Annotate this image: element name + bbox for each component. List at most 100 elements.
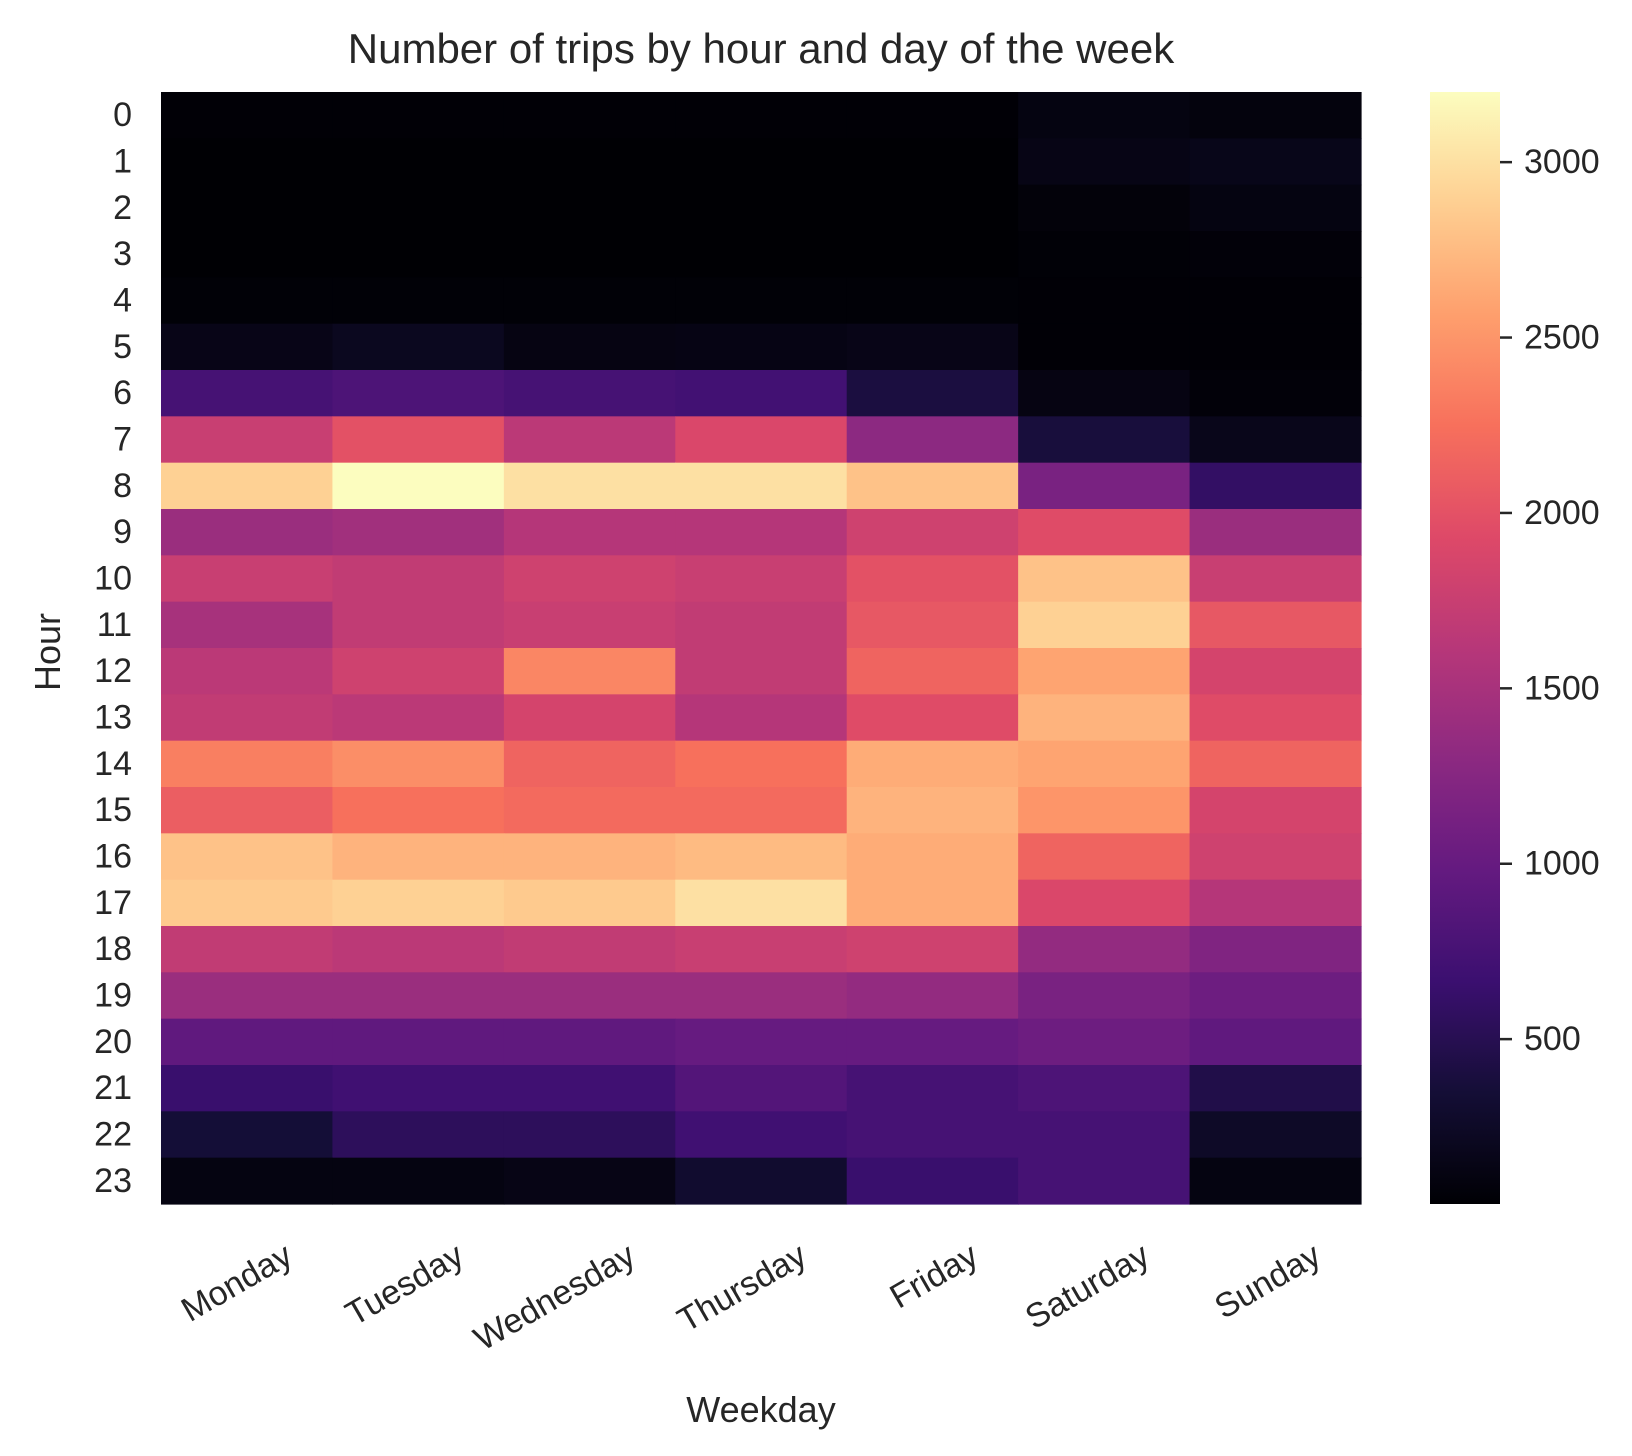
heatmap-cell	[675, 462, 848, 510]
heatmap-cell	[675, 833, 848, 881]
heatmap-cells	[161, 92, 1362, 1205]
heatmap-cell	[1189, 323, 1362, 371]
heatmap-cell	[503, 1018, 676, 1066]
y-tick-label: 23	[94, 1162, 132, 1200]
heatmap-cell	[846, 1018, 1019, 1066]
heatmap-cell	[1018, 370, 1191, 417]
y-tick-label: 10	[94, 560, 132, 598]
heatmap-cell	[846, 184, 1019, 232]
heatmap-cell	[1018, 833, 1191, 881]
heatmap-cell	[1018, 694, 1191, 742]
heatmap-cell	[846, 694, 1019, 742]
heatmap-cell	[675, 926, 848, 973]
heatmap-cell	[1189, 277, 1362, 325]
heatmap-cell	[1018, 879, 1191, 927]
x-tick-label: Sunday	[1208, 1236, 1327, 1327]
heatmap-cell	[1018, 1157, 1191, 1205]
heatmap-cell	[1018, 462, 1191, 510]
y-tick-label: 11	[97, 606, 132, 644]
heatmap-cell	[161, 833, 334, 881]
y-tick-label: 6	[113, 374, 132, 412]
heatmap-cell	[332, 648, 505, 695]
heatmap-cell	[846, 323, 1019, 371]
x-tick-label: Monday	[175, 1236, 299, 1329]
heatmap-cell	[1189, 648, 1362, 695]
heatmap-cell	[1189, 1157, 1362, 1205]
y-tick-label: 9	[113, 513, 132, 551]
heatmap-cell	[846, 601, 1019, 649]
heatmap-cell	[503, 601, 676, 649]
heatmap-cell	[675, 648, 848, 695]
y-tick-label: 5	[113, 328, 132, 366]
heatmap-cell	[161, 1157, 334, 1205]
x-axis-label: Weekday	[686, 1389, 835, 1430]
chart-title: Number of trips by hour and day of the w…	[348, 25, 1175, 72]
heatmap-cell	[675, 509, 848, 556]
heatmap-cell	[332, 138, 505, 186]
heatmap-cell	[503, 555, 676, 603]
y-tick-label: 18	[94, 930, 132, 968]
heatmap-cell	[161, 879, 334, 927]
heatmap-cell	[332, 1065, 505, 1112]
heatmap-cell	[1189, 879, 1362, 927]
heatmap-cell	[675, 1157, 848, 1205]
heatmap-cell	[846, 277, 1019, 325]
heatmap-cell	[846, 92, 1019, 139]
heatmap-cell	[675, 740, 848, 788]
heatmap-cell	[161, 1111, 334, 1159]
heatmap-cell	[675, 184, 848, 232]
heatmap-cell	[675, 601, 848, 649]
heatmap-cell	[332, 1018, 505, 1066]
heatmap-cell	[1018, 601, 1191, 649]
heatmap-cell	[1018, 1111, 1191, 1159]
x-tick-label: Thursday	[671, 1236, 813, 1340]
heatmap-cell	[846, 879, 1019, 927]
heatmap-cell	[332, 972, 505, 1020]
heatmap-cell	[1018, 184, 1191, 232]
heatmap-cell	[503, 370, 676, 417]
heatmap-cell	[503, 972, 676, 1020]
heatmap-cell	[1189, 184, 1362, 232]
y-tick-label: 15	[94, 791, 132, 829]
heatmap-cell	[846, 370, 1019, 417]
heatmap-cell	[332, 601, 505, 649]
heatmap-cell	[161, 740, 334, 788]
colorbar-tick-label: 2500	[1524, 319, 1600, 357]
y-tick-label: 14	[94, 745, 132, 783]
heatmap-cell	[1189, 787, 1362, 834]
y-tick-label: 1	[113, 143, 132, 181]
heatmap-cell	[332, 323, 505, 371]
heatmap-cell	[161, 926, 334, 973]
heatmap-cell	[332, 277, 505, 325]
heatmap-cell	[1189, 555, 1362, 603]
heatmap-cell	[503, 879, 676, 927]
heatmap-cell	[1189, 92, 1362, 139]
heatmap-cell	[1018, 1018, 1191, 1066]
heatmap-cell	[1018, 787, 1191, 834]
heatmap-cell	[161, 972, 334, 1020]
heatmap-cell	[1018, 323, 1191, 371]
heatmap-cell	[1018, 555, 1191, 603]
heatmap-cell	[1189, 972, 1362, 1020]
heatmap-cell	[1189, 1111, 1362, 1159]
x-tick-label: Saturday	[1019, 1236, 1156, 1337]
heatmap-cell	[161, 462, 334, 510]
heatmap-cell	[332, 231, 505, 278]
heatmap-cell	[1018, 416, 1191, 464]
colorbar-tick-label: 1500	[1524, 669, 1600, 707]
y-tick-label: 17	[94, 884, 132, 922]
heatmap-cell	[675, 787, 848, 834]
heatmap-cell	[332, 694, 505, 742]
heatmap-cell	[675, 1065, 848, 1112]
heatmap-cell	[1189, 416, 1362, 464]
heatmap-cell	[1189, 694, 1362, 742]
heatmap-cell	[503, 1157, 676, 1205]
heatmap-cell	[1018, 1065, 1191, 1112]
y-tick-label: 7	[113, 421, 132, 459]
heatmap-cell	[846, 231, 1019, 278]
colorbar	[1430, 92, 1500, 1204]
heatmap-cell	[846, 972, 1019, 1020]
y-tick-label: 20	[94, 1023, 132, 1061]
heatmap-cell	[503, 740, 676, 788]
heatmap-cell	[503, 462, 676, 510]
